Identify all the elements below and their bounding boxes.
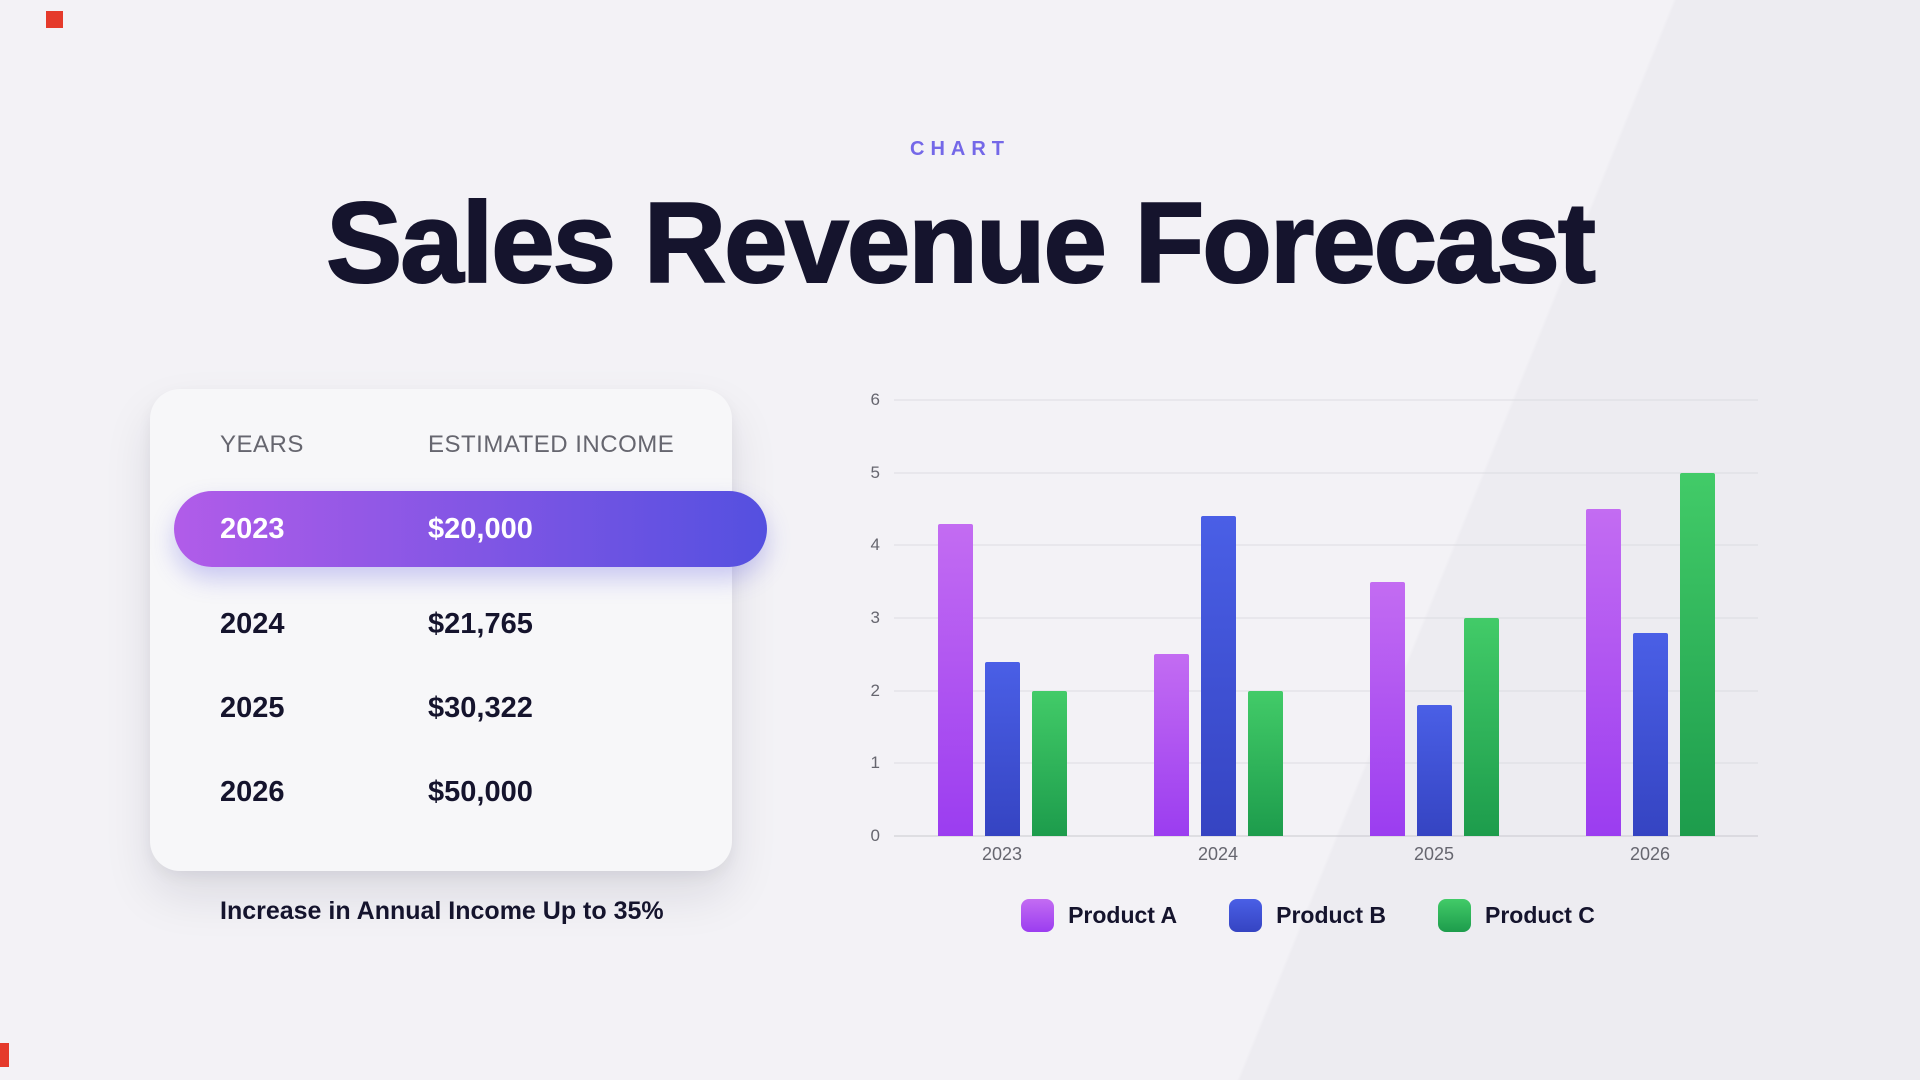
bar-product-c-2024 (1247, 690, 1283, 836)
income-cell: $30,322 (428, 691, 533, 724)
gridline (894, 544, 1758, 546)
legend-swatch-product-c (1438, 899, 1472, 932)
legend-swatch-product-b (1229, 899, 1263, 932)
accent-square-bottom (0, 1043, 9, 1067)
bar-product-a-2023 (937, 523, 973, 836)
table-row: 2023 $20,000 (174, 491, 767, 567)
x-tick-label: 2023 (981, 844, 1023, 864)
chart-yaxis: 0 1 2 3 4 5 6 (858, 390, 894, 845)
bar-product-c-2023 (1031, 690, 1067, 836)
gridline (894, 399, 1758, 401)
legend-swatch-product-a (1021, 899, 1055, 932)
legend-label: Product B (1276, 902, 1387, 928)
bar-product-a-2025 (1369, 581, 1405, 836)
kicker-label: CHART (910, 138, 1010, 160)
yaxis-spacer (858, 844, 894, 865)
gridline (894, 617, 1758, 619)
table-header-row: YEARS ESTIMATED INCOME (150, 425, 732, 465)
chart-plot-row: 0 1 2 3 4 5 6 (858, 390, 1758, 845)
year-cell: 2026 (220, 775, 285, 808)
year-cell: 2024 (220, 607, 285, 640)
bar-group-2026 (1542, 400, 1758, 836)
bar-group-2025 (1326, 400, 1542, 836)
income-cell: $20,000 (428, 512, 533, 545)
legend-item-product-b: Product B (1229, 899, 1386, 932)
income-table-card: YEARS ESTIMATED INCOME 2023 $20,000 2024… (150, 389, 767, 871)
bar-group-2023 (894, 400, 1110, 836)
legend-item-product-c: Product C (1438, 899, 1595, 932)
bar-product-b-2024 (1200, 516, 1236, 836)
bar-product-b-2026 (1632, 632, 1668, 836)
y-tick-label: 3 (870, 608, 880, 627)
page-title: Sales Revenue Forecast (325, 180, 1597, 307)
chart-xaxis: 2023 2024 2025 2026 (858, 844, 1758, 865)
bar-group-2024 (1110, 400, 1326, 836)
y-tick-label: 2 (870, 680, 880, 700)
gridline (894, 690, 1758, 692)
y-tick-label: 0 (870, 826, 880, 845)
table-row: 2024 $21,765 (150, 582, 732, 666)
x-tick-label: 2024 (1197, 844, 1239, 864)
income-cell: $50,000 (428, 775, 533, 808)
bar-product-b-2025 (1416, 705, 1452, 836)
bar-product-c-2025 (1463, 618, 1499, 836)
bar-product-c-2026 (1679, 472, 1715, 836)
table-row: 2025 $30,322 (150, 666, 732, 750)
legend-label: Product C (1485, 902, 1595, 928)
gridline (894, 835, 1758, 837)
x-tick-label: 2025 (1413, 844, 1455, 864)
y-tick-label: 4 (870, 535, 880, 555)
bar-product-a-2026 (1585, 509, 1621, 836)
legend-item-product-a: Product A (1021, 899, 1177, 932)
y-tick-label: 5 (870, 462, 880, 482)
chart-groups (894, 400, 1758, 836)
bar-product-b-2023 (984, 661, 1020, 836)
income-cell: $21,765 (428, 607, 533, 640)
year-cell: 2025 (220, 691, 285, 724)
y-tick-label: 1 (870, 753, 880, 773)
chart-legend: Product A Product B Product C (858, 899, 1758, 932)
footnote: Increase in Annual Income Up to 35% (220, 897, 664, 925)
bar-product-a-2024 (1153, 654, 1189, 836)
header: CHART Sales Revenue Forecast (0, 138, 1920, 307)
gridline (894, 762, 1758, 764)
y-tick-label: 6 (870, 390, 880, 409)
year-cell: 2023 (220, 512, 285, 545)
table-row: 2026 $50,000 (150, 750, 732, 834)
legend-label: Product A (1068, 902, 1178, 928)
accent-square-top (46, 11, 63, 28)
gridline (894, 472, 1758, 474)
chart-plot (894, 399, 1758, 837)
chart-xlabels: 2023 2024 2025 2026 (894, 844, 1758, 865)
x-tick-label: 2026 (1629, 844, 1671, 864)
column-header-years: YEARS (220, 431, 304, 458)
column-header-income: ESTIMATED INCOME (428, 431, 675, 458)
